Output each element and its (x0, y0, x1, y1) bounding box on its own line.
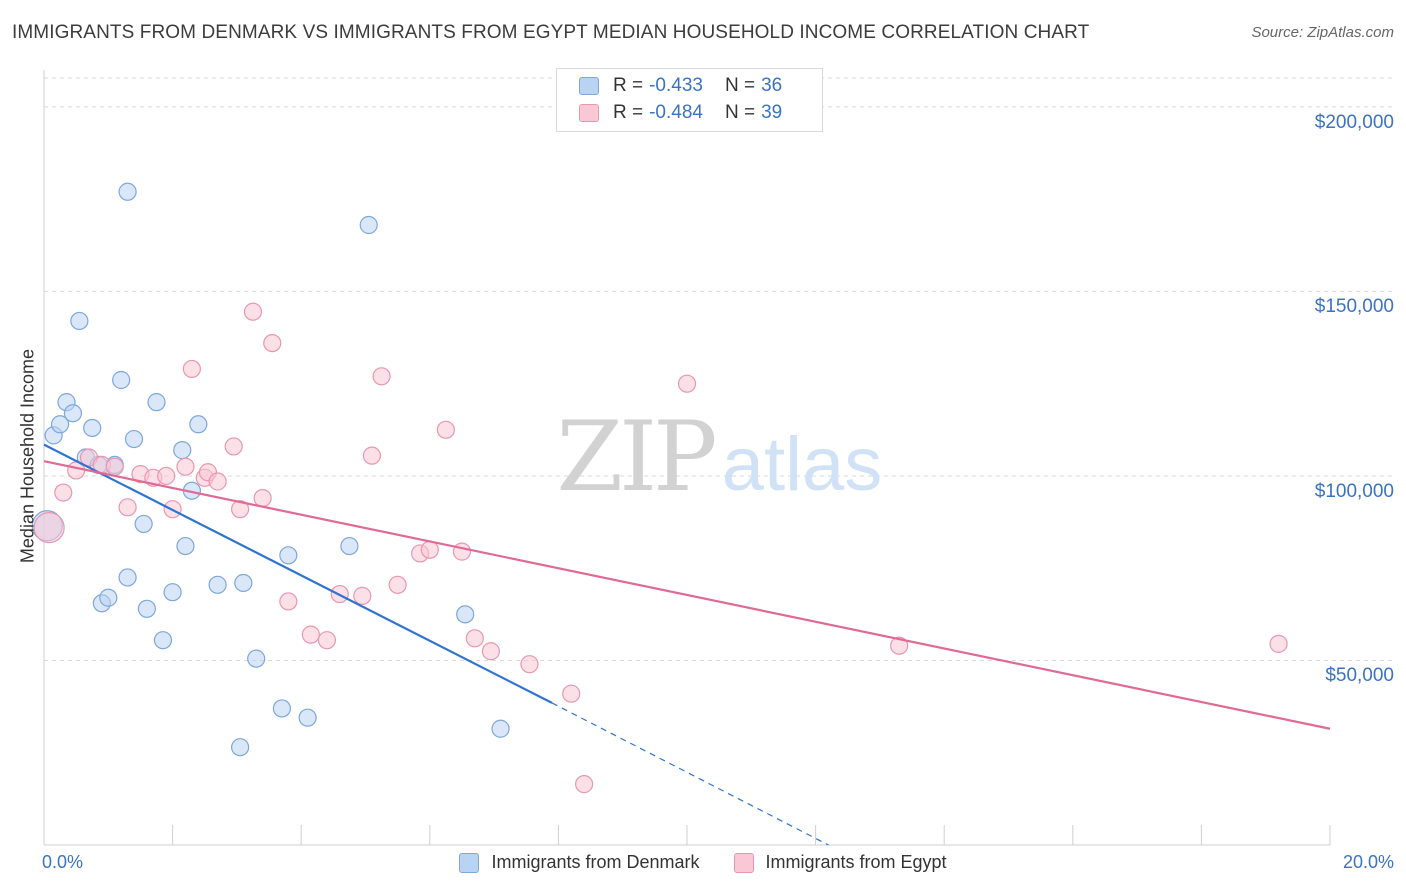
legend-r-label: R = (613, 102, 644, 123)
egypt-legend-swatch (733, 852, 754, 873)
egypt-point (452, 542, 472, 561)
denmark-point (456, 605, 475, 624)
egypt-swatch (579, 104, 599, 122)
legend-item-denmark: Immigrants from Denmark (459, 852, 700, 873)
egypt-point (520, 655, 539, 674)
denmark-point (176, 536, 195, 556)
egypt-point (118, 498, 137, 517)
egypt-point (208, 472, 227, 491)
denmark-point (137, 599, 156, 618)
denmark-point (231, 738, 250, 757)
x-tick-label-max: 20.0% (1342, 852, 1394, 872)
legend-r-value: -0.484 (649, 102, 703, 123)
legend-label-egypt: Immigrants from Egypt (765, 852, 947, 872)
denmark-point (298, 708, 317, 727)
source-label: Source: ZipAtlas.com (1251, 24, 1394, 41)
legend-n-value: 39 (761, 102, 783, 123)
denmark-point (50, 415, 70, 434)
denmark-point (83, 418, 102, 438)
legend-n-label: N = (724, 102, 756, 123)
denmark-point (173, 441, 192, 460)
legend-r-value: -0.433 (649, 75, 703, 96)
egypt-point (301, 625, 320, 644)
egypt-point (575, 775, 594, 794)
egypt-point (224, 437, 243, 456)
denmark-point (99, 588, 118, 607)
egypt-point (562, 684, 581, 703)
denmark-point (112, 370, 131, 390)
egypt-point (1269, 634, 1288, 653)
legend-row-egypt: R = -0.484 N = 39 (579, 101, 782, 125)
denmark-point (208, 575, 227, 594)
denmark-legend-swatch (459, 852, 480, 873)
series-legend: Immigrants from Denmark Immigrants from … (0, 852, 1406, 873)
denmark-point (272, 699, 292, 718)
legend-r-label: R = (613, 75, 644, 96)
egypt-point (263, 333, 282, 353)
denmark-point (118, 568, 137, 587)
legend-item-egypt: Immigrants from Egypt (733, 852, 947, 873)
legend-n-label: N = (724, 75, 756, 96)
stats-legend: R = -0.433 N = 36 R = -0.484 N = 39 (556, 68, 823, 132)
denmark-point (359, 215, 378, 235)
egypt-point (33, 512, 65, 544)
denmark-point (134, 514, 153, 534)
y-tick-label: $100,000 (1314, 480, 1394, 502)
denmark-point (124, 429, 144, 449)
denmark-point (63, 404, 83, 423)
denmark-point (147, 393, 166, 412)
denmark-trend-extension (551, 702, 829, 846)
denmark-point (189, 415, 208, 434)
egypt-point (105, 457, 124, 476)
denmark-point (70, 311, 89, 331)
denmark-point (153, 631, 173, 650)
egypt-point (157, 466, 176, 486)
denmark-point (118, 182, 137, 201)
egypt-point (243, 302, 263, 321)
egypt-point (372, 367, 391, 386)
denmark-point (234, 573, 253, 593)
denmark-point (163, 583, 182, 602)
y-tick-label: $200,000 (1314, 111, 1394, 133)
denmark-point (340, 536, 359, 556)
egypt-point (279, 592, 298, 611)
egypt-point (176, 457, 195, 476)
egypt-point (388, 575, 407, 594)
y-tick-label: $50,000 (1325, 665, 1394, 687)
egypt-point (231, 500, 250, 519)
egypt-point (677, 374, 697, 393)
watermark-zip: ZIP (556, 401, 715, 513)
denmark-point (491, 719, 510, 738)
denmark-swatch (579, 77, 599, 95)
egypt-point (362, 446, 382, 465)
egypt-point (253, 488, 272, 508)
y-axis-label: Median Household Income (17, 348, 38, 564)
egypt-point (54, 483, 73, 502)
egypt-point (890, 636, 909, 655)
legend-row-denmark: R = -0.433 N = 36 (579, 74, 782, 98)
denmark-trend-line (43, 443, 553, 704)
watermark-atlas: atlas (722, 422, 883, 507)
x-tick-label-min: 0.0% (42, 852, 84, 872)
y-tick-label: $150,000 (1314, 296, 1394, 318)
egypt-point (465, 629, 484, 648)
denmark-point (279, 546, 298, 565)
egypt-point (436, 420, 455, 439)
denmark-point (247, 649, 266, 668)
egypt-point (182, 359, 201, 379)
legend-n-value: 36 (761, 75, 783, 96)
egypt-point (481, 642, 500, 661)
legend-label-denmark: Immigrants from Denmark (491, 852, 700, 872)
egypt-point (353, 586, 372, 605)
chart-title: IMMIGRANTS FROM DENMARK VS IMMIGRANTS FR… (12, 22, 1090, 43)
egypt-point (317, 631, 337, 650)
egypt-trend-line (43, 460, 1331, 730)
